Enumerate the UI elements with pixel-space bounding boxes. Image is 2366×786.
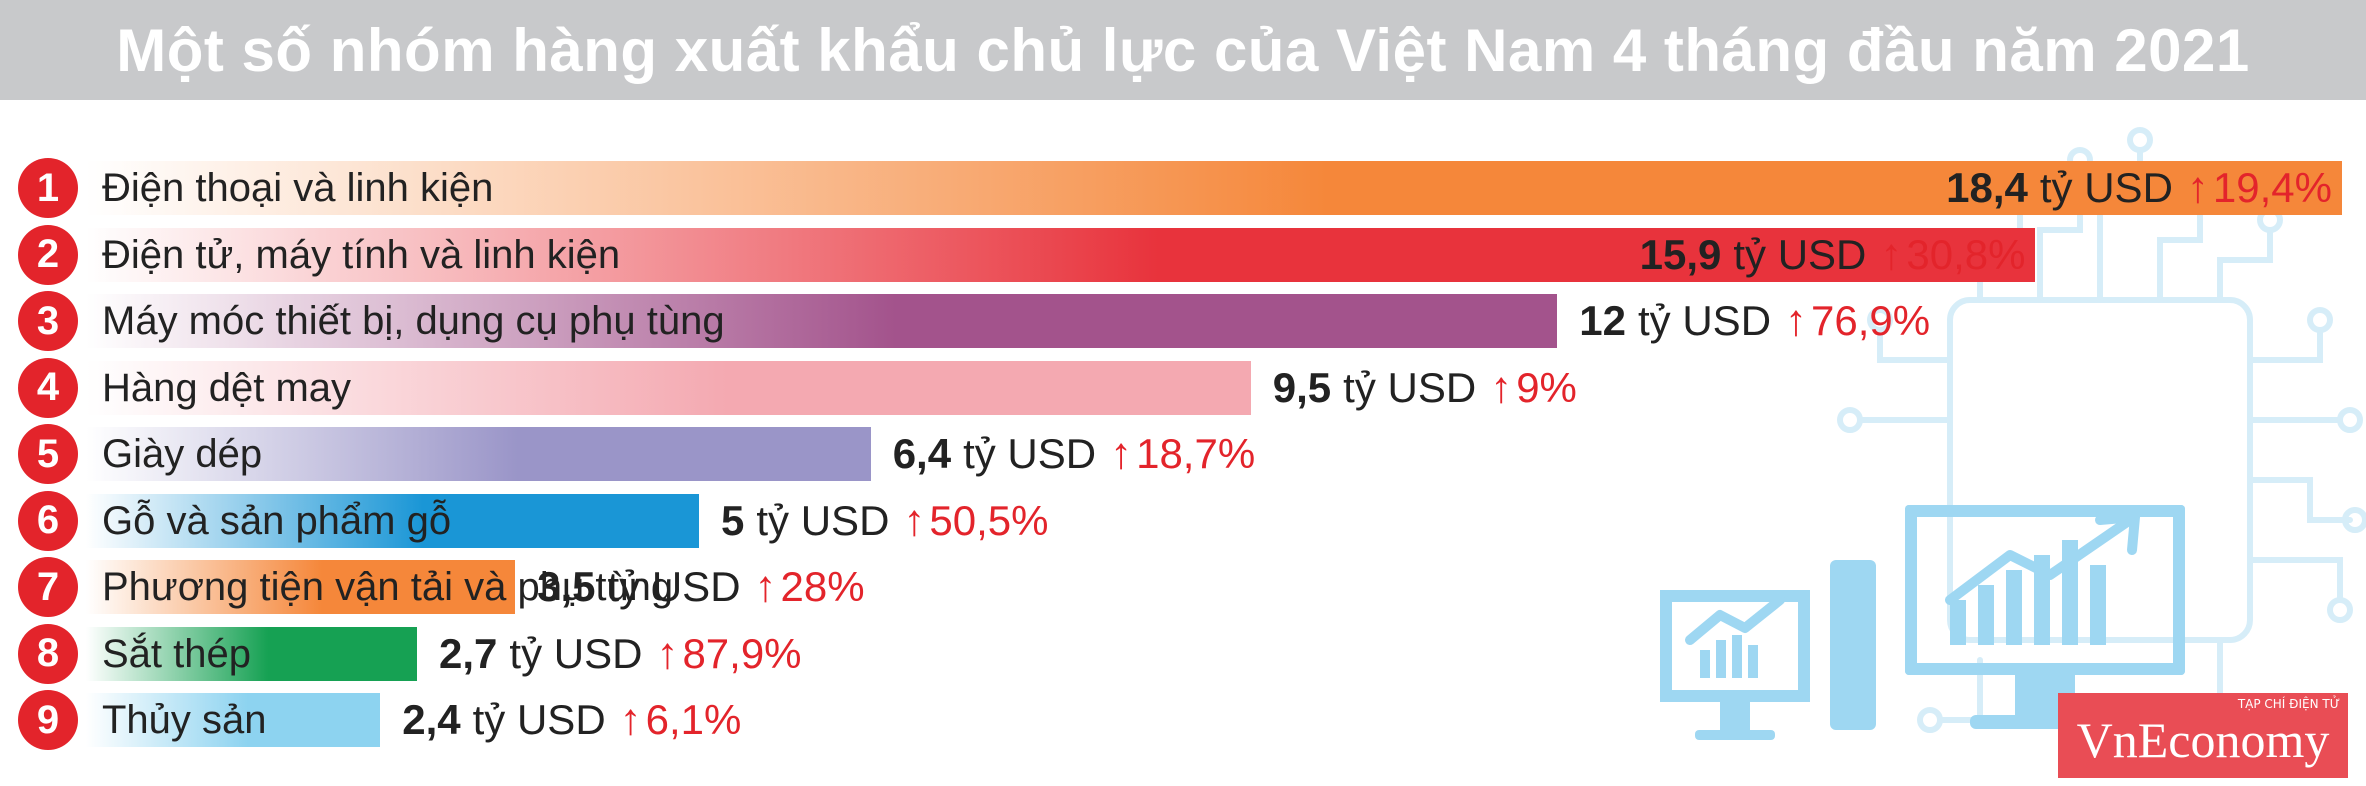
bar-mark	[86, 161, 2342, 215]
growth-label: 28%	[780, 563, 865, 610]
up-arrow-icon: ↑	[656, 628, 679, 678]
bar-mark	[86, 626, 418, 681]
category-label: Giày dép	[102, 432, 263, 476]
value-number: 5	[721, 496, 745, 544]
up-arrow-icon: ↑	[1880, 229, 1903, 279]
rank-badge: 4	[18, 357, 78, 418]
bar-row: 6 Gỗ và sản phẩm gỗ 5 tỷ USD ↑ 50,5%	[0, 490, 2366, 551]
value-number: 12	[1579, 297, 1627, 344]
vneconomy-logo: TẠP CHÍ ĐIỆN TỬ VnEconomy	[2058, 693, 2348, 778]
rank-badge: 3	[18, 291, 78, 351]
bar-row: 5 Giày dép 6,4 tỷ USD ↑ 18,7%	[0, 424, 2366, 484]
up-arrow-icon: ↑	[1785, 296, 1808, 345]
bar-row: 8 Sắt thép 2,7 tỷ USD ↑ 87,9%	[0, 623, 2366, 684]
value-number: 18,4	[1946, 164, 2028, 211]
bar-row: 9 Thủy sản 2,4 tỷ USD ↑ 6,1%	[0, 690, 2366, 750]
up-arrow-icon: ↑	[903, 495, 926, 545]
bar-mark	[86, 227, 2036, 282]
bar-row: 1 Điện thoại và linh kiện 18,4 tỷ USD ↑ 19,4%	[0, 158, 2366, 218]
growth-label: 50,5%	[929, 496, 1049, 544]
growth-label: 18,7%	[1136, 430, 1256, 477]
value-unit: tỷ USD	[2039, 164, 2173, 211]
bar-mark	[86, 294, 1558, 348]
chart-title: Một số nhóm hàng xuất khẩu chủ lực của V…	[116, 16, 2250, 84]
up-arrow-icon: ↑	[754, 562, 777, 611]
rank-badge: 1	[18, 158, 78, 218]
category-label: Thủy sản	[102, 698, 267, 742]
up-arrow-icon: ↑	[619, 695, 642, 744]
bar-row: 2 Điện tử, máy tính và linh kiện 15,9 tỷ US…	[0, 224, 2366, 285]
category-label: Hàng dệt may	[102, 365, 352, 410]
growth-label: 9%	[1516, 363, 1577, 411]
category-label: Sắt thép	[102, 631, 252, 676]
value-label: 6,4 tỷ USD ↑ 18,7%	[893, 424, 1256, 484]
up-arrow-icon: ↑	[1110, 429, 1133, 478]
bar-mark	[86, 560, 516, 614]
bar-mark	[86, 427, 871, 481]
growth-label: 6,1%	[645, 696, 742, 743]
category-label: Gỗ và sản phẩm gỗ	[102, 498, 452, 543]
up-arrow-icon: ↑	[2186, 163, 2209, 212]
value-label: 15,9 tỷ USD ↑ 30,8%	[1640, 225, 2026, 285]
growth-label: 19,4%	[2212, 164, 2332, 211]
value-label: 12 tỷ USD ↑ 76,9%	[1579, 291, 1930, 351]
value-unit: tỷ USD	[1343, 363, 1477, 411]
rank-badge: 7	[18, 557, 78, 617]
value-label: 9,5 tỷ USD ↑ 9%	[1273, 358, 1577, 418]
value-unit: tỷ USD	[1638, 297, 1772, 344]
bar-row: 4 Hàng dệt may 9,5 tỷ USD ↑ 9%	[0, 357, 2366, 418]
growth-label: 76,9%	[1811, 297, 1931, 344]
value-number: 3,5	[537, 563, 596, 610]
bar-row: 7 Phương tiện vận tải và phụ tùng 3,5 tỷ US…	[0, 557, 2366, 617]
logo-tagline: TẠP CHÍ ĐIỆN TỬ	[2237, 697, 2340, 711]
bar-mark	[86, 360, 1251, 415]
rank-badge: 9	[18, 690, 78, 750]
up-arrow-icon: ↑	[1490, 362, 1513, 412]
rank-badge: 8	[18, 623, 78, 684]
value-label: 2,4 tỷ USD ↑ 6,1%	[402, 690, 741, 750]
growth-label: 30,8%	[1906, 230, 2026, 278]
value-unit: tỷ USD	[509, 629, 643, 677]
title-bar: Một số nhóm hàng xuất khẩu chủ lực của V…	[0, 0, 2366, 100]
category-label: Điện tử, máy tính và linh kiện	[102, 232, 621, 277]
value-unit: tỷ USD	[756, 496, 890, 544]
logo-wordmark: VnEconomy	[2076, 712, 2330, 768]
rank-badge: 6	[18, 490, 78, 551]
value-label: 2,7 tỷ USD ↑ 87,9%	[439, 624, 802, 684]
value-number: 2,7	[439, 629, 498, 677]
growth-label: 87,9%	[682, 629, 802, 677]
category-label: Điện thoại và linh kiện	[102, 166, 494, 210]
rank-badge: 2	[18, 224, 78, 285]
value-number: 6,4	[892, 430, 952, 477]
value-label: 5 tỷ USD ↑ 50,5%	[721, 491, 1048, 551]
category-label: Máy móc thiết bị, dụng cụ phụ tùng	[102, 299, 725, 343]
value-unit: tỷ USD	[1733, 230, 1867, 278]
value-label: 3,5 tỷ USD ↑ 28%	[537, 557, 864, 617]
value-unit: tỷ USD	[963, 430, 1097, 477]
bar-mark	[86, 693, 381, 747]
value-unit: tỷ USD	[472, 696, 606, 743]
value-number: 9,5	[1272, 363, 1332, 411]
rank-badge: 5	[18, 424, 78, 484]
value-unit: tỷ USD	[607, 563, 741, 610]
value-number: 2,4	[402, 696, 461, 743]
category-label: Phương tiện vận tải và phụ tùng	[102, 565, 674, 609]
bar-row: 3 Máy móc thiết bị, dụng cụ phụ tùng 12 tỷ …	[0, 291, 2366, 351]
value-number: 15,9	[1639, 230, 1722, 278]
bar-mark	[86, 493, 700, 548]
value-label: 18,4 tỷ USD ↑ 19,4%	[1946, 158, 2332, 218]
